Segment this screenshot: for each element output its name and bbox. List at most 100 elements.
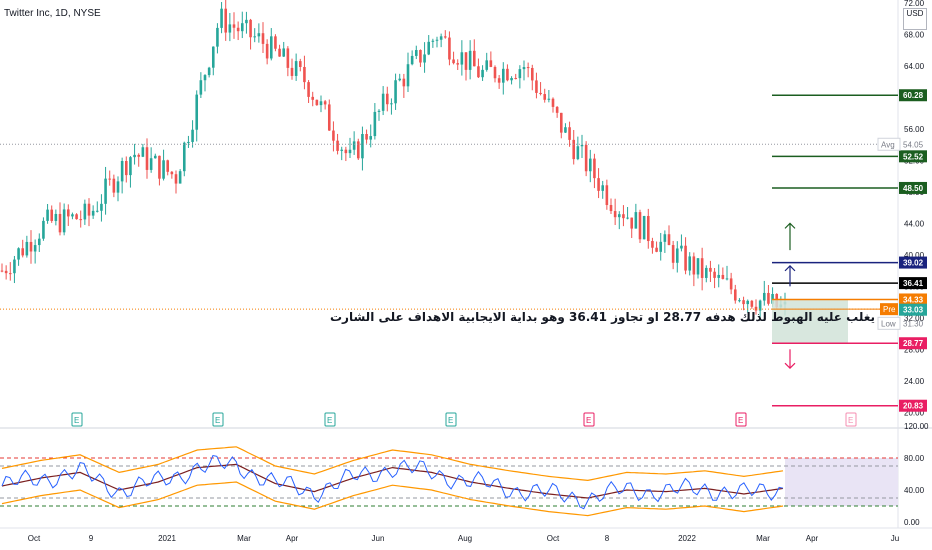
candle-body — [634, 212, 638, 229]
candle-body — [385, 93, 389, 105]
candle-body — [688, 256, 692, 271]
candle-body — [439, 36, 443, 40]
up-arrow-navy-head — [784, 265, 796, 272]
earnings-marker-label: E — [215, 416, 220, 425]
time-tick-label: Oct — [547, 534, 560, 543]
candle-body — [100, 203, 103, 211]
reference-tag-bg — [877, 137, 901, 151]
candle-body — [651, 241, 654, 248]
candle-body — [713, 271, 716, 278]
candle-body — [216, 27, 219, 47]
candle-body — [671, 245, 675, 263]
candle-body — [398, 78, 402, 81]
earnings-marker — [845, 412, 857, 427]
level-label-bg — [899, 293, 927, 306]
candle-body — [116, 181, 120, 193]
candle-body — [518, 69, 522, 79]
candle-body — [58, 213, 62, 233]
candle-body — [394, 80, 397, 104]
candle-body — [464, 52, 468, 70]
level-label: 60.28 — [903, 91, 924, 100]
candle-body — [315, 99, 319, 106]
reference-tag-bg — [877, 316, 901, 330]
candle-body — [601, 185, 605, 191]
candle-body — [667, 234, 671, 246]
earnings-marker — [324, 412, 336, 427]
candle-body — [543, 94, 547, 100]
candle-body — [738, 300, 741, 302]
candle-body — [290, 67, 294, 76]
candle-body — [153, 155, 157, 159]
candle-body — [377, 110, 381, 112]
price-tick-label: 40.00 — [904, 251, 925, 260]
level-label-bg — [899, 277, 927, 290]
position-box — [772, 299, 848, 344]
candle-body — [187, 141, 190, 143]
candle-body — [224, 8, 228, 33]
candle-body — [42, 220, 45, 239]
candle-body — [675, 248, 679, 263]
candle-body — [191, 129, 194, 142]
candle-body — [742, 300, 745, 305]
candle-body — [220, 8, 223, 28]
candle-body — [54, 213, 58, 221]
time-tick-label: 8 — [605, 534, 610, 543]
candle-body — [721, 274, 725, 279]
candle-body — [265, 43, 269, 59]
candle-body — [593, 158, 596, 179]
candle-body — [356, 141, 360, 159]
earnings-marker-label: E — [327, 416, 332, 425]
candle-body — [120, 160, 124, 182]
level-label: 48.50 — [903, 184, 924, 193]
candle-body — [286, 48, 290, 68]
time-tick-label: Mar — [237, 534, 251, 543]
candle-body — [526, 67, 530, 69]
candle-body — [257, 33, 261, 37]
candle-body — [485, 60, 489, 70]
candle-body — [501, 68, 505, 83]
candle-body — [617, 214, 621, 218]
up-arrow-green-head — [784, 222, 796, 229]
rsi-tick-label: 80.00 — [904, 454, 925, 463]
time-tick-label: Apr — [806, 534, 819, 543]
candle-body — [133, 154, 136, 158]
candle-body — [249, 19, 252, 38]
earnings-marker-label: E — [848, 416, 853, 425]
earnings-marker-label: E — [738, 416, 743, 425]
candle-body — [278, 48, 281, 57]
candle-body — [33, 245, 37, 252]
candle-body — [572, 139, 576, 160]
candle-body — [646, 216, 650, 242]
candle-body — [468, 50, 472, 70]
candle-body — [261, 33, 265, 44]
rsi-future-zone — [785, 458, 898, 506]
candle-body — [112, 178, 116, 193]
earnings-marker — [445, 412, 457, 427]
candle-body — [696, 258, 700, 275]
candle-body — [25, 241, 29, 256]
candle-body — [750, 300, 754, 307]
chart-title: Twitter Inc, 1D, NYSE — [4, 8, 101, 19]
candle-body — [406, 64, 410, 87]
candle-body — [307, 82, 310, 97]
candle-body — [199, 80, 203, 95]
rsi-upper-band — [1, 446, 784, 482]
candle-body — [294, 61, 298, 76]
candle-body — [66, 209, 70, 217]
currency-badge[interactable]: USD — [903, 8, 927, 30]
price-tick-label: 56.00 — [904, 125, 925, 134]
candle-body — [448, 37, 451, 60]
price-tick-label: 32.00 — [904, 314, 925, 323]
candle-body — [178, 171, 182, 184]
earnings-marker — [212, 412, 224, 427]
candle-body — [729, 278, 733, 290]
time-tick-label: 2021 — [158, 534, 176, 543]
candle-body — [555, 106, 559, 113]
candle-body — [626, 217, 629, 219]
candle-body — [269, 36, 273, 59]
candle-body — [95, 210, 99, 212]
candle-body — [91, 210, 95, 216]
reference-tag: Low — [881, 319, 896, 328]
candle-body — [725, 278, 729, 280]
candle-body — [75, 214, 78, 220]
